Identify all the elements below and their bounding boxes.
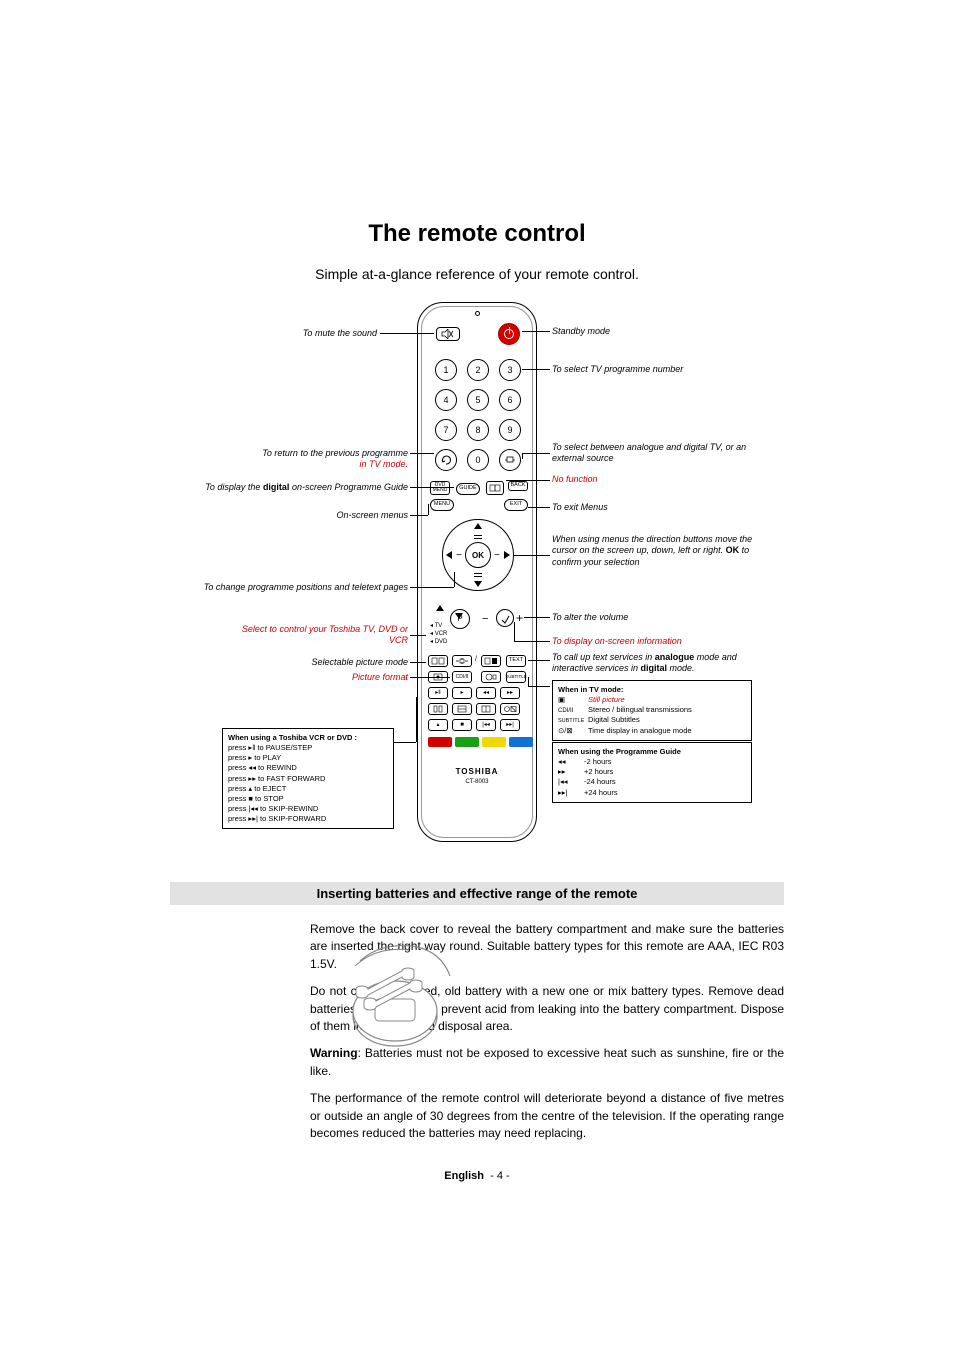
power-button <box>498 323 520 345</box>
fn4-button <box>500 703 520 715</box>
label-text-services: To call up text services in analogue mod… <box>552 652 767 675</box>
label-standby: Standby mode <box>552 326 752 337</box>
num-3: 3 <box>499 359 521 381</box>
eject-button: ▴ <box>428 719 448 731</box>
return-button <box>435 449 457 471</box>
num-4: 4 <box>435 389 457 411</box>
switch-vcr-label: ◂ VCR <box>430 631 447 637</box>
label-nav: When using menus the direction buttons m… <box>552 534 762 568</box>
vol-plus: + <box>516 611 523 625</box>
page-footer: English - 4 - <box>170 1170 784 1182</box>
guide-button: GUIDE <box>456 483 480 495</box>
teletext-toggle-button <box>481 655 501 667</box>
switch-tv-label: ◂ TV <box>430 623 442 629</box>
ir-led <box>475 311 480 316</box>
nav-up-icon <box>474 523 482 529</box>
rewind-button: ◂◂ <box>476 687 496 699</box>
fn2-button <box>452 703 472 715</box>
play-button: ▸ <box>452 687 472 699</box>
nav-right-icon <box>504 551 510 559</box>
yellow-button <box>482 737 506 747</box>
num-0: 0 <box>467 449 489 471</box>
label-mute: To mute the sound <box>192 328 377 339</box>
ok-button: OK <box>465 542 491 568</box>
dvd-menu-button: DVDMENU <box>430 481 450 495</box>
green-button <box>455 737 479 747</box>
label-return-prev: To return to the previous programmein TV… <box>192 448 408 471</box>
time-button <box>481 671 501 683</box>
num-1: 1 <box>435 359 457 381</box>
source-button <box>499 449 521 471</box>
pic-format-button <box>452 655 472 667</box>
num-2: 2 <box>467 359 489 381</box>
nav-down-icon <box>474 581 482 587</box>
label-select-control: Select to control your Toshiba TV, DVD o… <box>232 624 408 647</box>
info-button <box>496 609 514 627</box>
p-up-icon <box>436 605 444 611</box>
exit-button: EXIT <box>504 499 528 511</box>
label-info: To display on-screen information <box>552 636 752 647</box>
text-button: TEXT <box>506 655 526 667</box>
back-button: BACK <box>508 481 528 491</box>
battery-illustration <box>340 941 460 1056</box>
fn3-button <box>476 703 496 715</box>
label-change-pos: To change programme positions and telete… <box>192 582 408 593</box>
nofunction-button <box>486 481 504 495</box>
fforward-button: ▸▸ <box>500 687 520 699</box>
label-no-function: No function <box>552 474 752 485</box>
label-onscreen-menus: On-screen menus <box>242 510 408 521</box>
cdi-button: CDI/II <box>452 671 472 683</box>
skip-rew-button: |◂◂ <box>476 719 496 731</box>
mute-button <box>436 327 460 341</box>
page-title: The remote control <box>170 220 784 248</box>
nav-minus-left: − <box>456 550 462 561</box>
num-5: 5 <box>467 389 489 411</box>
num-6: 6 <box>499 389 521 411</box>
blue-button <box>509 737 533 747</box>
nav-minus-right: − <box>494 550 500 561</box>
red-button <box>428 737 452 747</box>
switch-dvd-label: ◂ DVD <box>430 639 447 645</box>
skip-fwd-button: ▸▸| <box>500 719 520 731</box>
nav-left-icon <box>446 551 452 559</box>
label-pic-mode: Selectable picture mode <box>232 657 408 668</box>
label-guide: To display the digital on-screen Program… <box>162 482 408 493</box>
remote-diagram: 1 2 3 4 5 6 7 8 9 0 DVDMENU GUIDE BACK M… <box>192 302 762 862</box>
label-prog-num: To select TV programme number <box>552 364 752 375</box>
nav-bar-up <box>474 535 482 539</box>
label-volume: To alter the volume <box>552 612 752 623</box>
callout-vcr-dvd: When using a Toshiba VCR or DVD : press … <box>222 728 394 829</box>
num-9: 9 <box>499 419 521 441</box>
section-heading: Inserting batteries and effective range … <box>170 882 784 905</box>
pic-mode-button <box>428 655 448 667</box>
vol-minus: − <box>482 613 488 625</box>
callout-tv-mode: When in TV mode: ▣Still picture CDI/IISt… <box>552 680 752 741</box>
power-icon <box>504 329 514 339</box>
subtitle-button: SUBTITLE <box>506 671 526 683</box>
model-label: CT-8003 <box>418 779 536 785</box>
fn1-button <box>428 703 448 715</box>
brand-label: TOSHIBA <box>418 767 536 776</box>
label-exit: To exit Menus <box>552 502 752 513</box>
menu-button: MENU <box>430 499 454 511</box>
label-source: To select between analogue and digital T… <box>552 442 762 465</box>
label-pic-format: Picture format <box>292 672 408 683</box>
stop-button: ■ <box>452 719 472 731</box>
callout-programme-guide: When using the Programme Guide ◂◂-2 hour… <box>552 742 752 803</box>
page-subtitle: Simple at-a-glance reference of your rem… <box>170 266 784 282</box>
num-7: 7 <box>435 419 457 441</box>
nav-bar-down <box>474 573 482 577</box>
remote-body: 1 2 3 4 5 6 7 8 9 0 DVDMENU GUIDE BACK M… <box>417 302 537 842</box>
num-8: 8 <box>467 419 489 441</box>
pause-button: ▸‖ <box>428 687 448 699</box>
para-4: The performance of the remote control wi… <box>310 1090 784 1142</box>
